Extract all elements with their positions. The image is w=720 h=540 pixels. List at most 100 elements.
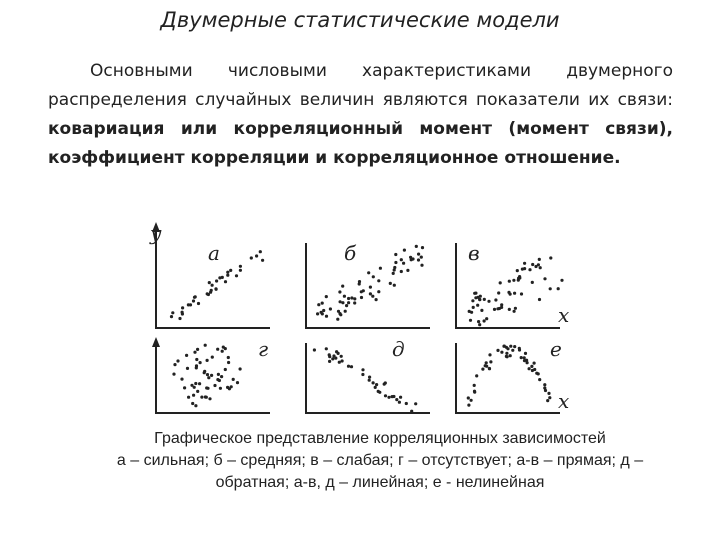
scatter-dot-a: [206, 292, 210, 297]
y-axis-label: y: [149, 221, 162, 245]
scatter-dot-b: [416, 258, 421, 262]
scatter-dot-d: [194, 381, 198, 386]
scatter-dot-d: [192, 393, 196, 397]
scatter-dot-a: [207, 281, 211, 285]
scatter-dot-f: [481, 367, 485, 371]
scatter-dot-c: [487, 299, 491, 303]
scatter-dot-e: [387, 395, 391, 399]
scatter-dot-c: [474, 296, 478, 300]
scatter-dot-f: [532, 361, 536, 365]
scatter-dot-e: [332, 354, 336, 358]
panel-label-f: е: [550, 337, 562, 361]
scatter-dot-b: [367, 271, 371, 275]
scatter-dot-d: [198, 361, 202, 365]
panel-label-c: в: [468, 241, 480, 265]
scatter-dot-c: [478, 294, 482, 298]
scatter-dot-d: [193, 350, 197, 354]
scatter-dot-d: [220, 375, 224, 379]
scatter-dot-d: [205, 358, 209, 362]
scatter-dot-b: [345, 304, 349, 308]
scatter-dot-e: [337, 360, 341, 364]
scatter-dot-f: [469, 398, 473, 402]
scatter-dot-f: [519, 356, 523, 360]
caption-line-3: обратная; а-в, д – линейная; е - нелиней…: [215, 474, 545, 491]
x-axis-label-top: x: [558, 303, 569, 327]
scatter-dot-e: [334, 356, 338, 360]
figure-caption: Графическое представление корреляционных…: [40, 428, 720, 494]
scatter-dot-f: [547, 391, 551, 395]
scatter-dot-d: [205, 386, 209, 390]
scatter-dot-c: [500, 305, 504, 309]
axis-panel-c: [455, 243, 560, 329]
scatter-dot-c: [515, 269, 519, 273]
scatter-dot-a: [255, 254, 259, 258]
scatter-dot-f: [527, 367, 531, 371]
scatter-dot-e: [371, 381, 375, 385]
scatter-dot-c: [476, 303, 480, 307]
scatter-dot-d: [226, 355, 230, 360]
scatter-dot-c: [496, 307, 500, 311]
scatter-dot-a: [249, 256, 253, 260]
scatter-dot-a: [258, 250, 262, 254]
scatter-dot-f: [543, 386, 547, 390]
scatter-dot-e: [340, 359, 344, 363]
scatter-dot-c: [548, 287, 552, 291]
scatter-dot-f: [502, 344, 506, 348]
scatter-dot-a: [191, 299, 196, 303]
scatter-dot-d: [194, 364, 199, 368]
scatter-dot-f: [466, 396, 470, 400]
scatter-dot-a: [209, 288, 213, 292]
scatter-dot-a: [181, 306, 185, 310]
scatter-dot-b: [414, 244, 418, 248]
scatter-dot-e: [327, 353, 331, 357]
scatter-dot-f: [475, 374, 479, 378]
scatter-dot-f: [505, 351, 509, 355]
axis-panel-f: [455, 343, 560, 414]
scatter-dot-b: [317, 303, 321, 307]
scatter-dot-f: [500, 350, 504, 354]
scatter-dot-b: [316, 312, 320, 316]
scatter-dot-f: [483, 364, 487, 368]
scatter-dot-f: [533, 367, 537, 372]
scatter-dot-b: [322, 308, 326, 313]
scatter-dot-c: [516, 278, 520, 282]
scatter-dot-a: [223, 280, 228, 284]
scatter-dot-e: [390, 395, 394, 399]
panel-label-e: д: [392, 337, 405, 361]
scatter-dot-c: [492, 307, 497, 311]
scatter-dot-c: [497, 291, 501, 295]
scatter-dot-b: [357, 280, 362, 284]
scatter-dot-d: [190, 383, 194, 387]
scatter-dot-f: [496, 348, 500, 352]
scatter-dot-d: [218, 386, 222, 390]
scatter-dot-f: [522, 359, 527, 363]
scatter-dot-a: [234, 274, 239, 278]
scatter-dot-c: [512, 309, 516, 313]
scatter-dot-c: [507, 307, 511, 311]
y-arrow-bottom: [152, 337, 160, 347]
scatter-dot-c: [467, 309, 471, 313]
scatter-dot-b: [336, 317, 340, 321]
scatter-dot-d: [213, 383, 217, 388]
scatter-dot-b: [420, 263, 424, 267]
scatter-dot-d: [187, 395, 191, 399]
scatter-dot-b: [402, 248, 406, 252]
scatter-dot-e: [336, 351, 340, 355]
intro-paragraph: Основными числовыми характеристиками дву…: [48, 57, 673, 173]
scatter-dot-b: [341, 301, 345, 305]
scatter-dot-d: [231, 377, 235, 381]
scatter-dot-f: [509, 344, 513, 348]
scatter-dot-d: [198, 382, 202, 386]
scatter-dot-f: [538, 378, 542, 382]
scatter-dot-f: [511, 348, 515, 352]
scatter-dot-c: [508, 292, 512, 296]
scatter-dot-e: [410, 409, 414, 413]
scatter-dot-a: [178, 316, 182, 321]
axis-panel-e: [305, 343, 430, 414]
scatter-dot-c: [530, 280, 534, 284]
scatter-dot-d: [196, 389, 200, 393]
scatter-dot-a: [188, 303, 193, 307]
scatter-dot-e: [368, 375, 372, 379]
scatter-dot-e: [324, 347, 328, 351]
scatter-dot-a: [238, 264, 242, 268]
